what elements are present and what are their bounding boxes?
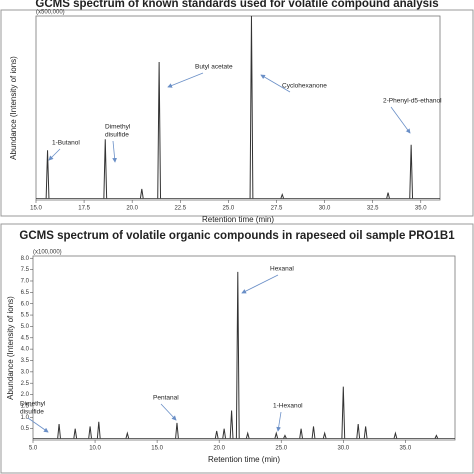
x-axis-label: Retention time (min) — [208, 455, 280, 464]
y-tick-label: 4.5 — [21, 335, 30, 341]
x-tick-label: 25.0 — [275, 446, 287, 452]
y-tick-label: 3.0 — [21, 369, 30, 375]
y-tick-label: 1.0 — [21, 415, 30, 421]
annotation: Butyl acetate — [195, 64, 233, 71]
peak — [322, 431, 327, 439]
y-tick-label: 3.5 — [21, 358, 30, 364]
plot-frame — [32, 255, 456, 441]
peak — [222, 428, 227, 439]
chart-title: GCMS spectrum of known standards used fo… — [35, 0, 438, 10]
y-tick-label: 8.0 — [21, 256, 30, 262]
x-tick-label: 20.0 — [126, 206, 138, 212]
peak — [356, 424, 361, 439]
peak — [175, 422, 179, 439]
y-multiplier: (x500,000) — [36, 10, 65, 16]
x-tick-label: 30.0 — [337, 446, 349, 452]
annotation-arrow — [112, 140, 118, 163]
peak — [311, 426, 316, 439]
annotation: Cyclohexanone — [282, 83, 327, 90]
x-tick-label: 25.0 — [223, 206, 235, 212]
peak — [299, 428, 303, 439]
peak — [88, 426, 92, 439]
peak — [434, 434, 439, 439]
y-axis-label: Abundance (Intensity of ions) — [9, 56, 18, 160]
peak — [274, 431, 279, 439]
annotation: disulfide — [105, 132, 129, 139]
peak — [363, 426, 368, 439]
peak — [214, 430, 219, 439]
peak — [283, 434, 287, 439]
y-tick-label: 6.5 — [21, 290, 30, 296]
x-tick-label: 10.0 — [89, 446, 101, 452]
peak — [45, 150, 50, 199]
peak — [157, 61, 162, 199]
y-tick-label: 5.5 — [21, 313, 30, 319]
y-tick-label: 7.0 — [21, 279, 30, 285]
y-tick-label: 5.0 — [21, 324, 30, 330]
peak — [386, 192, 390, 199]
y-tick-label: 0.5 — [21, 426, 30, 432]
x-axis-label: Retention time (min) — [202, 215, 274, 224]
annotation-arrow — [48, 148, 61, 161]
annotation-arrow — [390, 106, 411, 134]
peak — [409, 144, 414, 199]
panel-frame — [0, 9, 474, 217]
annotation: disulfide — [20, 409, 44, 416]
peak — [73, 428, 78, 439]
y-tick-label: 7.5 — [21, 267, 30, 273]
peak — [249, 15, 254, 199]
x-tick-label: 35.0 — [415, 206, 427, 212]
x-tick-label: 27.5 — [271, 206, 283, 212]
annotation-arrow — [27, 417, 49, 433]
annotation: 2-Phenyl-d5-ethanol — [383, 98, 442, 105]
annotation-arrow — [276, 411, 282, 432]
y-tick-label: 6.0 — [21, 301, 30, 307]
peak — [341, 386, 346, 439]
peak — [139, 188, 144, 199]
annotation-arrow — [241, 274, 279, 294]
peak — [125, 431, 130, 439]
peak — [96, 421, 101, 439]
y-tick-label: 2.0 — [21, 392, 30, 398]
annotation: 1-Butanol — [52, 140, 80, 147]
annotation: 1-Hexanol — [273, 403, 303, 410]
peak — [57, 424, 61, 439]
peak — [280, 192, 285, 199]
plot-frame — [35, 15, 441, 201]
annotation: Hexanal — [270, 266, 294, 273]
x-tick-label: 17.5 — [78, 206, 90, 212]
y-tick-label: 4.0 — [21, 347, 30, 353]
x-tick-label: 30.0 — [319, 206, 331, 212]
annotation-arrow — [160, 403, 177, 421]
peak — [245, 431, 250, 439]
annotation-arrow — [167, 72, 204, 88]
x-tick-label: 20.0 — [213, 446, 225, 452]
annotation: Dimethyl — [105, 124, 131, 131]
y-tick-label: 2.5 — [21, 381, 30, 387]
x-tick-label: 22.5 — [174, 206, 186, 212]
y-multiplier: (x100,000) — [33, 250, 62, 256]
peak — [229, 410, 234, 439]
annotation-arrow — [260, 74, 291, 93]
panel-frame — [0, 223, 474, 474]
x-tick-label: 35.0 — [400, 446, 412, 452]
x-tick-label: 32.5 — [367, 206, 379, 212]
annotation: Pentanal — [153, 395, 179, 402]
y-axis-label: Abundance (Intensity of ions) — [6, 296, 15, 400]
x-tick-label: 5.0 — [29, 446, 38, 452]
chart-title: GCMS spectrum of volatile organic compou… — [19, 230, 455, 242]
peak — [393, 431, 398, 439]
y-tick-label: 1.5 — [21, 404, 30, 410]
peak — [103, 139, 108, 199]
x-tick-label: 15.0 — [151, 446, 163, 452]
annotation: Dimethyl — [20, 401, 46, 408]
peak — [235, 271, 240, 439]
x-tick-label: 15.0 — [30, 206, 42, 212]
